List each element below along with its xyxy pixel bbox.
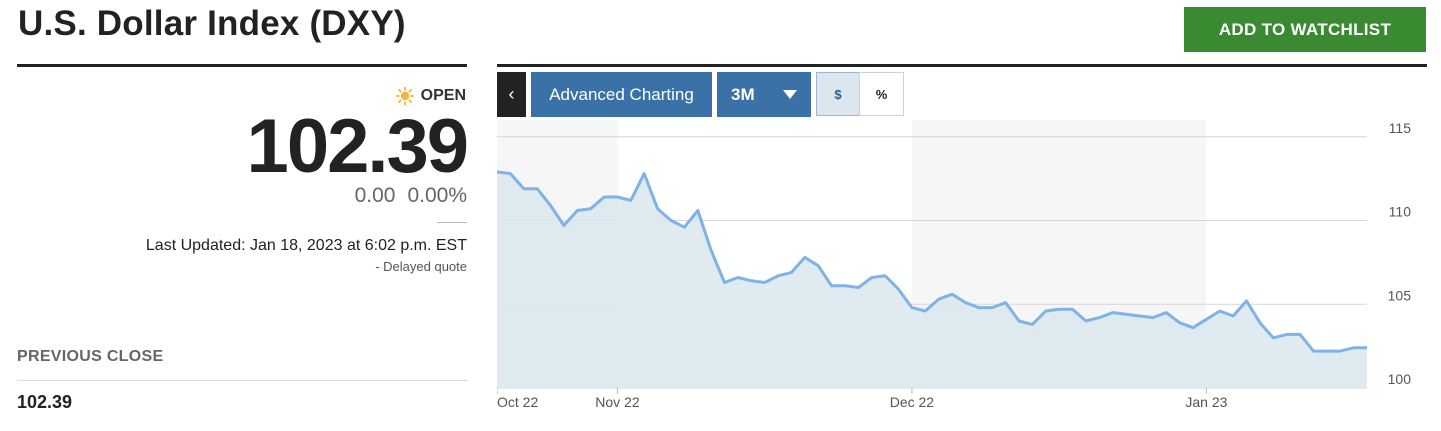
delayed-quote-note: - Delayed quote xyxy=(375,259,467,274)
price-change: 0.00 0.00% xyxy=(355,184,467,208)
page-title: U.S. Dollar Index (DXY) xyxy=(18,4,406,43)
change-value: 0.00 xyxy=(354,184,396,207)
chevron-down-icon xyxy=(783,90,797,99)
change-percent: 0.00% xyxy=(407,184,467,207)
previous-close-divider xyxy=(17,380,467,381)
advanced-charting-button[interactable]: Advanced Charting xyxy=(531,72,712,117)
left-divider xyxy=(17,64,467,67)
price-chart[interactable]: 115 110 105 100 Oct 22 Nov 22 Dec 22 Jan 23 xyxy=(497,120,1441,420)
x-tick-label: Oct 22 xyxy=(497,394,538,410)
status-label: OPEN xyxy=(420,87,466,104)
time-range-dropdown[interactable]: 3M xyxy=(717,72,811,117)
previous-close-value: 102.39 xyxy=(17,392,73,412)
dollar-toggle[interactable]: $ xyxy=(816,72,860,116)
y-tick-label: 100 xyxy=(1388,371,1412,387)
area-fill xyxy=(497,171,1367,388)
percent-toggle[interactable]: % xyxy=(859,72,904,116)
add-to-watchlist-button[interactable]: ADD TO WATCHLIST xyxy=(1184,7,1426,52)
sun-icon xyxy=(395,86,415,106)
x-tick-label: Jan 23 xyxy=(1185,394,1227,410)
collapse-chevron-button[interactable]: ‹ xyxy=(497,72,526,117)
current-price: 102.39 xyxy=(246,104,469,189)
change-divider xyxy=(437,222,467,223)
price-line xyxy=(497,170,1367,353)
previous-close-label: PREVIOUS CLOSE xyxy=(17,348,164,365)
x-tick-label: Nov 22 xyxy=(595,394,640,410)
market-status: OPEN xyxy=(395,86,466,106)
y-tick-label: 110 xyxy=(1389,204,1412,220)
y-tick-label: 105 xyxy=(1388,287,1412,303)
right-divider xyxy=(497,64,1427,67)
last-updated: Last Updated: Jan 18, 2023 at 6:02 p.m. … xyxy=(145,237,467,254)
y-tick-label: 115 xyxy=(1389,120,1412,136)
x-tick-label: Dec 22 xyxy=(890,394,935,410)
time-range-label: 3M xyxy=(731,84,755,104)
